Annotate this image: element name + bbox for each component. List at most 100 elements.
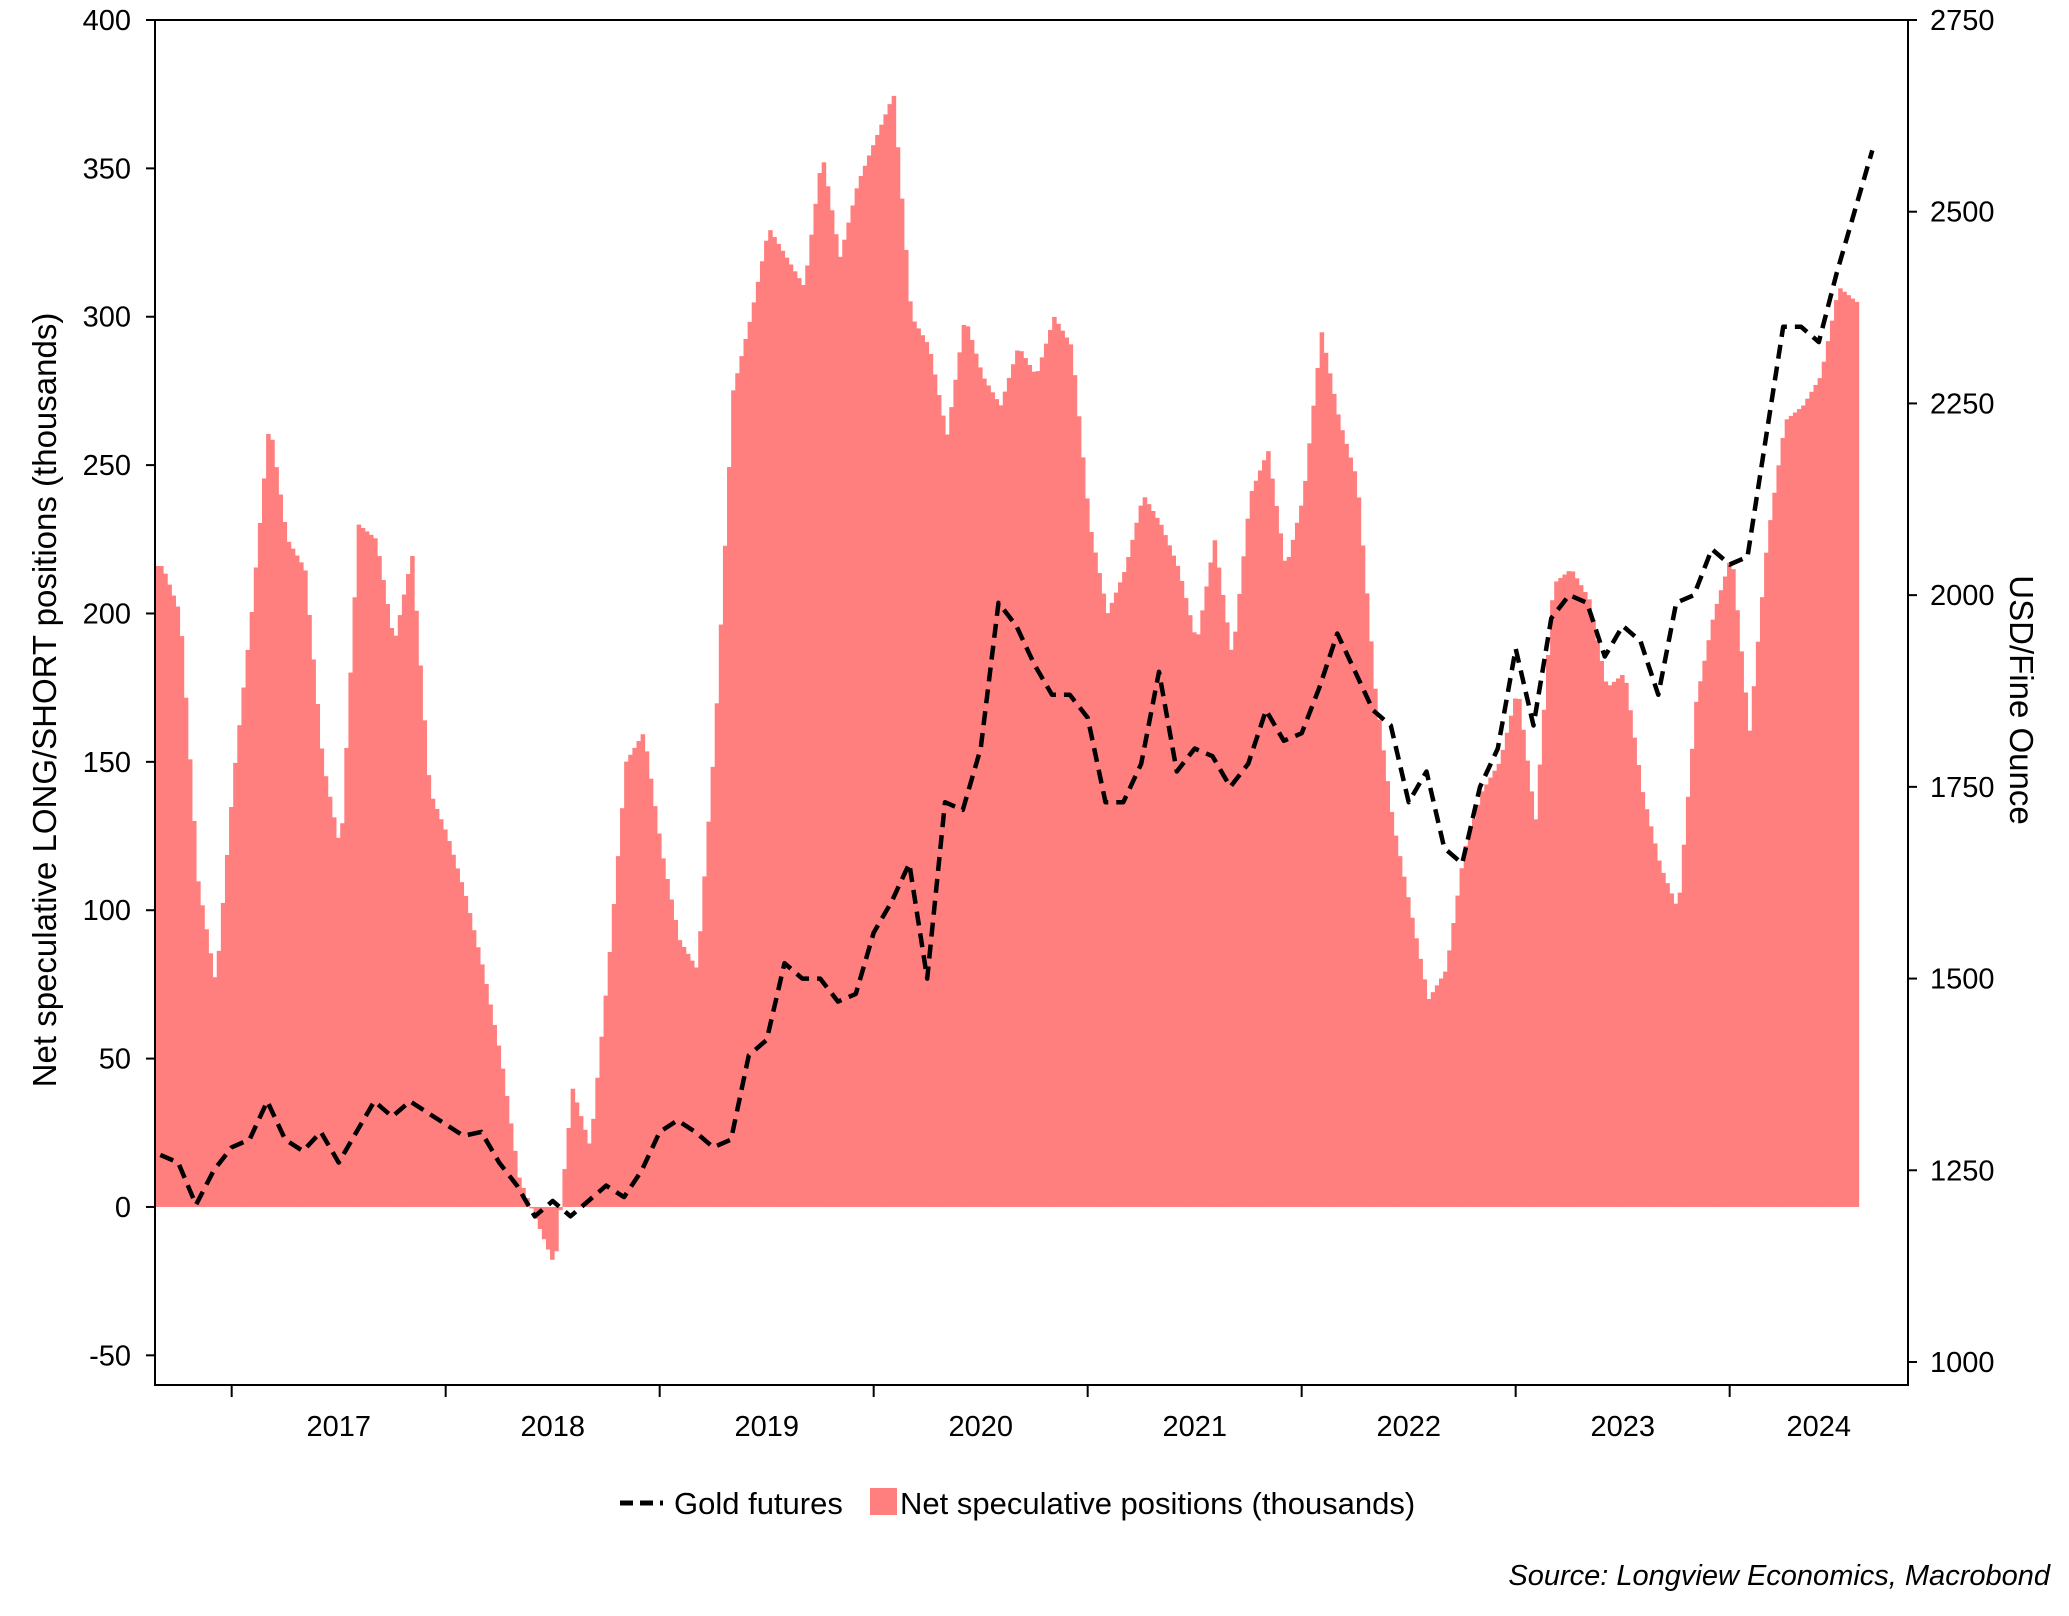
- bar: [883, 114, 888, 1207]
- bar: [1632, 737, 1637, 1207]
- bar: [628, 754, 633, 1207]
- bar: [842, 239, 847, 1207]
- left-tick-label: 50: [99, 1044, 131, 1076]
- right-tick-label: 2000: [1930, 580, 1995, 612]
- bar: [1496, 763, 1502, 1207]
- bar: [216, 950, 222, 1207]
- bar: [965, 326, 971, 1207]
- bar: [615, 856, 621, 1207]
- bar: [1344, 443, 1349, 1207]
- bar: [1171, 555, 1177, 1207]
- bar: [389, 627, 395, 1207]
- bar: [1377, 719, 1382, 1207]
- bar: [1294, 522, 1300, 1207]
- bar: [360, 527, 366, 1207]
- bar: [212, 977, 218, 1207]
- bar: [1525, 760, 1530, 1207]
- bar: [1636, 765, 1642, 1207]
- right-axis-title: USD/Fine Ounce: [2003, 575, 2040, 824]
- bar: [492, 1025, 497, 1207]
- bar: [467, 913, 473, 1207]
- bar: [916, 328, 921, 1207]
- bar: [1155, 517, 1160, 1207]
- bar: [1163, 535, 1168, 1207]
- bar: [1640, 792, 1646, 1207]
- bar: [278, 494, 283, 1207]
- bar: [632, 747, 637, 1207]
- bar: [1467, 832, 1473, 1207]
- bar: [1587, 599, 1592, 1207]
- bar: [603, 995, 609, 1207]
- bar: [768, 230, 773, 1207]
- bar: [1537, 764, 1543, 1207]
- bar: [1545, 655, 1551, 1207]
- bar: [1665, 883, 1670, 1207]
- left-y-axis: 400 350 300 250 200 150 100 50 0 -50: [83, 5, 155, 1372]
- bar: [1759, 597, 1765, 1207]
- bar: [1068, 344, 1074, 1207]
- bar: [776, 243, 781, 1207]
- bar: [669, 899, 674, 1207]
- bar: [1364, 593, 1370, 1207]
- bar: [1072, 375, 1078, 1207]
- bar: [796, 278, 802, 1207]
- bar: [657, 833, 662, 1207]
- bar: [673, 920, 679, 1207]
- bar: [961, 324, 967, 1207]
- bar: [1607, 685, 1613, 1207]
- bar: [636, 741, 642, 1207]
- bar: [270, 439, 275, 1207]
- bar: [1784, 419, 1790, 1207]
- bar: [1249, 491, 1255, 1207]
- bar: [1266, 451, 1271, 1207]
- bar: [434, 808, 440, 1207]
- bar: [665, 878, 670, 1207]
- bar: [208, 953, 214, 1207]
- x-tick-label: 2019: [734, 1411, 799, 1443]
- bar: [1010, 364, 1016, 1207]
- bar: [1739, 651, 1744, 1207]
- bar: [978, 367, 983, 1207]
- bar: [759, 261, 765, 1207]
- bar: [1224, 622, 1230, 1207]
- bar: [1052, 316, 1057, 1207]
- bar: [171, 595, 176, 1207]
- bar: [1718, 590, 1724, 1207]
- bar: [1401, 876, 1407, 1207]
- bar: [932, 374, 938, 1207]
- bar: [1685, 796, 1691, 1207]
- bar: [1648, 826, 1654, 1207]
- bar: [377, 556, 382, 1207]
- bar: [764, 240, 769, 1207]
- bar: [624, 761, 629, 1207]
- bar: [1747, 730, 1753, 1207]
- bar: [167, 584, 172, 1207]
- bar: [1817, 378, 1823, 1207]
- bar: [1229, 649, 1234, 1207]
- right-tick-label: 1250: [1930, 1155, 1995, 1187]
- bar: [813, 203, 818, 1207]
- x-tick-label: 2024: [1787, 1411, 1852, 1443]
- bar: [1727, 562, 1732, 1207]
- bar: [541, 1206, 547, 1240]
- bar: [1698, 681, 1703, 1207]
- bar: [640, 734, 646, 1207]
- bar: [1558, 577, 1563, 1207]
- x-tick-label: 2020: [948, 1411, 1013, 1443]
- bar: [1755, 641, 1761, 1207]
- bar: [1233, 631, 1238, 1207]
- bar: [1303, 480, 1308, 1207]
- bar: [1393, 835, 1399, 1207]
- bar: [1599, 660, 1605, 1207]
- bar: [1290, 539, 1296, 1207]
- bar: [698, 931, 703, 1207]
- x-tick-label: 2021: [1162, 1411, 1227, 1443]
- bar: [1850, 298, 1856, 1207]
- bar: [364, 531, 370, 1207]
- bar: [1389, 811, 1395, 1207]
- bar: [1681, 844, 1687, 1207]
- bar: [1661, 872, 1666, 1207]
- left-tick-label: 400: [83, 5, 131, 37]
- bar: [1722, 576, 1728, 1207]
- bar: [471, 930, 477, 1207]
